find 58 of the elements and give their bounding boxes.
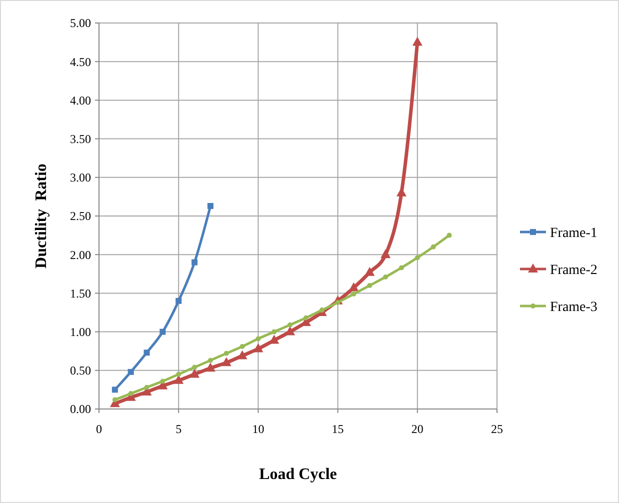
- y-tick-label: 3.00: [70, 170, 91, 185]
- point: [430, 244, 436, 250]
- point: [192, 364, 198, 370]
- point: [256, 336, 261, 342]
- point: [380, 249, 391, 258]
- y-tick-label: 0.00: [70, 402, 91, 416]
- point: [240, 344, 245, 349]
- x-axis-title: Load Cycle: [259, 466, 337, 483]
- point: [364, 266, 375, 276]
- point: [224, 350, 229, 356]
- legend-label: Frame-1: [550, 226, 598, 241]
- point: [253, 343, 264, 352]
- x-tick-label: 15: [332, 422, 344, 436]
- y-tick-label: 4.00: [70, 93, 91, 108]
- point: [303, 315, 308, 320]
- point: [205, 362, 216, 372]
- point: [112, 386, 118, 393]
- point: [160, 378, 166, 384]
- point: [144, 350, 150, 356]
- point: [414, 255, 420, 260]
- y-tick-label: 4.50: [70, 54, 91, 69]
- point: [272, 329, 277, 334]
- y-tick-label: 3.50: [70, 132, 91, 146]
- point: [221, 357, 232, 366]
- point: [288, 322, 293, 328]
- x-tick-label: 20: [411, 422, 424, 436]
- y-tick-label: 0.50: [70, 364, 91, 378]
- x-tick-label: 25: [491, 422, 503, 436]
- point: [412, 36, 422, 46]
- point: [160, 328, 166, 335]
- point: [383, 274, 388, 280]
- point: [128, 368, 134, 375]
- point: [446, 232, 452, 238]
- point: [351, 291, 356, 296]
- y-tick-label: 5.00: [70, 16, 91, 30]
- point: [176, 372, 182, 377]
- legend-label: Frame-2: [550, 262, 598, 278]
- point: [190, 368, 200, 378]
- y-tick-label: 2.00: [70, 248, 91, 262]
- y-tick-label: 2.50: [70, 209, 91, 224]
- y-tick-label: 1.50: [70, 286, 91, 300]
- y-tick-label: 1.00: [70, 325, 91, 339]
- point: [144, 384, 150, 390]
- point: [207, 202, 214, 209]
- point: [176, 298, 182, 304]
- x-tick-label: 10: [252, 422, 264, 436]
- point: [128, 391, 134, 396]
- point: [192, 259, 198, 266]
- y-axis-title: Ductility Ratio: [33, 164, 50, 268]
- x-tick-label: 5: [176, 422, 182, 436]
- point: [348, 282, 359, 292]
- point: [398, 265, 404, 270]
- point: [367, 282, 372, 288]
- legend-label: Frame-3: [550, 300, 598, 315]
- x-tick-label: 0: [96, 422, 102, 436]
- point: [208, 358, 213, 363]
- point: [112, 397, 118, 402]
- point: [237, 350, 248, 360]
